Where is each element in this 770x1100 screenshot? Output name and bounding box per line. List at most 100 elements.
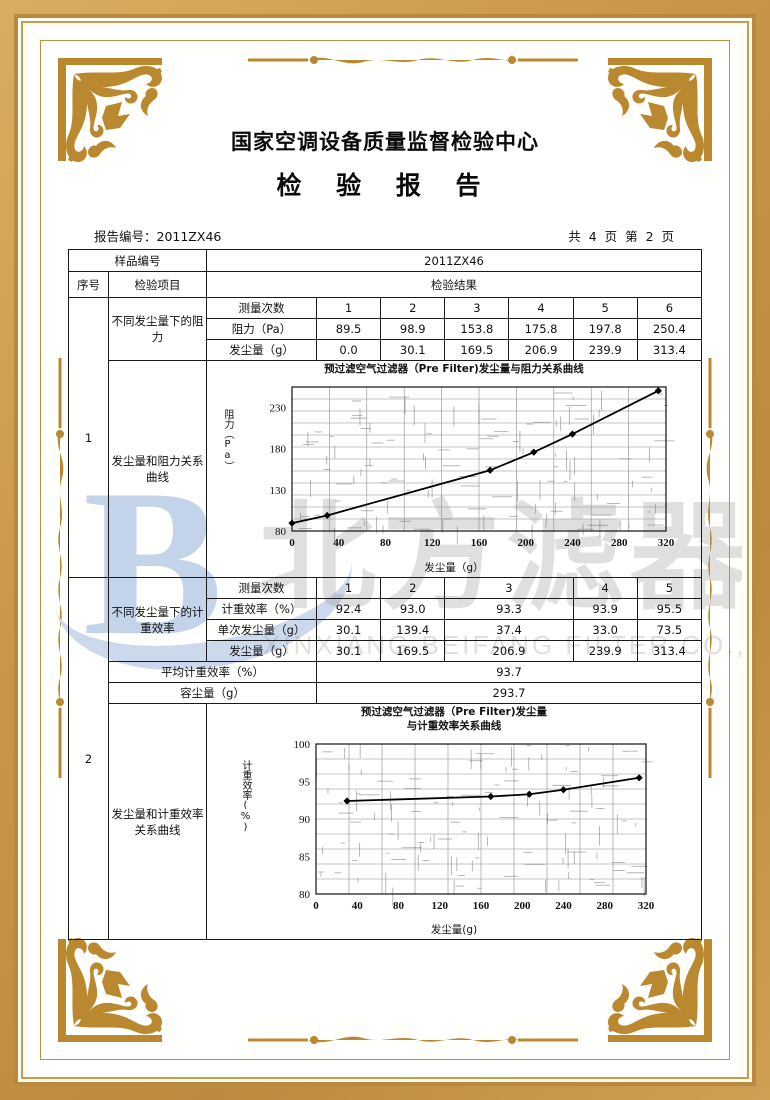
row1-dust-5: 239.9 bbox=[573, 340, 637, 361]
row2-dust-4: 239.9 bbox=[573, 641, 637, 662]
svg-text:80: 80 bbox=[299, 889, 311, 901]
edge-ornament-right bbox=[702, 358, 718, 778]
row1-resistance-1: 89.5 bbox=[317, 319, 381, 340]
row1-count-2: 2 bbox=[381, 298, 445, 319]
svg-text:0: 0 bbox=[289, 537, 295, 549]
chart1-title: 预过滤空气过滤器（Pre Filter)发尘量与阻力关系曲线 bbox=[208, 363, 700, 376]
row1-count-1: 1 bbox=[317, 298, 381, 319]
row2-efficiency-4: 93.9 bbox=[573, 599, 637, 620]
chart2-ylabel: 计重效率(%) bbox=[238, 760, 253, 833]
row1-dust-3: 169.5 bbox=[445, 340, 509, 361]
chart2-title-line2: 与计重效率关系曲线 bbox=[208, 720, 700, 733]
header-seq: 序号 bbox=[69, 272, 109, 298]
table-row-r1-counts: 1 不同发尘量下的阻力 测量次数 1 2 3 4 5 6 bbox=[69, 298, 702, 319]
row1-resistance-6: 250.4 bbox=[637, 319, 701, 340]
row1-chart-item-label: 发尘量和阻力关系曲线 bbox=[109, 361, 207, 578]
row2-item-label: 不同发尘量下的计重效率 bbox=[109, 578, 207, 662]
header-item: 检验项目 bbox=[109, 272, 207, 298]
row2-single-dust-5: 73.5 bbox=[637, 620, 701, 641]
report-meta-row: 报告编号：2011ZX46 共 4 页 第 2 页 bbox=[68, 226, 702, 245]
row2-single-dust-label: 单次发尘量（g） bbox=[207, 620, 317, 641]
svg-text:160: 160 bbox=[471, 537, 488, 549]
row1-dust-1: 0.0 bbox=[317, 340, 381, 361]
svg-text:80: 80 bbox=[393, 900, 405, 912]
chart2-xlabel: 发尘量(g) bbox=[208, 922, 700, 937]
svg-text:120: 120 bbox=[424, 537, 441, 549]
row1-resistance-5: 197.8 bbox=[573, 319, 637, 340]
row2-capacity-value: 293.7 bbox=[317, 683, 702, 704]
svg-text:240: 240 bbox=[564, 537, 581, 549]
row2-dust-3: 206.9 bbox=[445, 641, 573, 662]
row2-capacity-label: 容尘量（g） bbox=[109, 683, 317, 704]
svg-text:80: 80 bbox=[380, 537, 392, 549]
edge-ornament-left bbox=[52, 358, 68, 778]
row2-dust-2: 169.5 bbox=[381, 641, 445, 662]
row1-resistance-3: 153.8 bbox=[445, 319, 509, 340]
chart1-ylabel: 阻力（Pa） bbox=[220, 409, 235, 471]
svg-text:130: 130 bbox=[270, 485, 287, 497]
svg-text:320: 320 bbox=[658, 537, 675, 549]
svg-text:85: 85 bbox=[299, 852, 311, 864]
row1-resistance-4: 175.8 bbox=[509, 319, 573, 340]
row2-count-1: 1 bbox=[317, 578, 381, 599]
row2-single-dust-2: 139.4 bbox=[381, 620, 445, 641]
edge-ornament-top bbox=[248, 52, 578, 68]
chart1-plot: 80 130 180 230 0 40 80 120 160 200 240 280 320 bbox=[208, 379, 700, 554]
svg-text:120: 120 bbox=[432, 900, 449, 912]
table-row-headers: 序号 检验项目 检验结果 bbox=[69, 272, 702, 298]
sample-no-value: 2011ZX46 bbox=[207, 250, 702, 272]
report-content: 国家空调设备质量监督检验中心 检 验 报 告 报告编号：2011ZX46 共 4… bbox=[68, 68, 702, 1032]
row2-dust-label: 发尘量（g） bbox=[207, 641, 317, 662]
chart1-cell: 预过滤空气过滤器（Pre Filter)发尘量与阻力关系曲线 阻力（Pa） 80… bbox=[207, 361, 702, 578]
row1-count-3: 3 bbox=[445, 298, 509, 319]
report-number: 报告编号：2011ZX46 bbox=[94, 226, 221, 245]
svg-text:200: 200 bbox=[514, 900, 531, 912]
row2-single-dust-1: 30.1 bbox=[317, 620, 381, 641]
row1-seq: 1 bbox=[69, 298, 109, 578]
svg-text:280: 280 bbox=[597, 900, 614, 912]
table-row-r2-counts: 2 不同发尘量下的计重效率 测量次数 1 2 3 4 5 bbox=[69, 578, 702, 599]
svg-text:230: 230 bbox=[270, 403, 287, 415]
row2-efficiency-1: 92.4 bbox=[317, 599, 381, 620]
header-result: 检验结果 bbox=[207, 272, 702, 298]
row1-dust-4: 206.9 bbox=[509, 340, 573, 361]
row2-efficiency-5: 95.5 bbox=[637, 599, 701, 620]
svg-text:240: 240 bbox=[555, 900, 572, 912]
svg-text:280: 280 bbox=[611, 537, 628, 549]
row1-count-5: 5 bbox=[573, 298, 637, 319]
row1-measure-label: 测量次数 bbox=[207, 298, 317, 319]
svg-text:180: 180 bbox=[270, 444, 287, 456]
row1-resistance-label: 阻力（Pa） bbox=[207, 319, 317, 340]
row2-single-dust-3: 37.4 bbox=[445, 620, 573, 641]
row1-count-6: 6 bbox=[637, 298, 701, 319]
row2-efficiency-2: 93.0 bbox=[381, 599, 445, 620]
svg-text:80: 80 bbox=[275, 526, 287, 538]
svg-text:0: 0 bbox=[313, 900, 319, 912]
row2-count-3: 3 bbox=[445, 578, 573, 599]
organization-title: 国家空调设备质量监督检验中心 bbox=[68, 126, 702, 156]
row1-dust-label: 发尘量（g） bbox=[207, 340, 317, 361]
row2-measure-label: 测量次数 bbox=[207, 578, 317, 599]
certificate-paper: B 北方滤器 XINXIANG BEIFANG FILTER CO.,LTD. … bbox=[28, 28, 742, 1072]
svg-text:320: 320 bbox=[638, 900, 655, 912]
row2-avg-label: 平均计重效率（%） bbox=[109, 662, 317, 683]
row1-resistance-2: 98.9 bbox=[381, 319, 445, 340]
row1-count-4: 4 bbox=[509, 298, 573, 319]
svg-text:90: 90 bbox=[299, 814, 311, 826]
row2-count-4: 4 bbox=[573, 578, 637, 599]
svg-text:200: 200 bbox=[518, 537, 535, 549]
svg-text:160: 160 bbox=[473, 900, 490, 912]
row2-count-2: 2 bbox=[381, 578, 445, 599]
table-row-chart2: 发尘量和计重效率关系曲线 预过滤空气过滤器（Pre Filter)发尘量 与计重… bbox=[69, 704, 702, 940]
sample-no-label: 样品编号 bbox=[69, 250, 207, 272]
row1-item-label: 不同发尘量下的阻力 bbox=[109, 298, 207, 361]
chart2-title-line1: 预过滤空气过滤器（Pre Filter)发尘量 bbox=[208, 706, 700, 719]
chart1-xlabel: 发尘量（g） bbox=[208, 560, 700, 575]
svg-text:100: 100 bbox=[294, 739, 311, 751]
page-number-info: 共 4 页 第 2 页 bbox=[568, 226, 676, 245]
page-title: 检 验 报 告 bbox=[68, 166, 702, 202]
svg-text:95: 95 bbox=[299, 777, 311, 789]
row2-dust-5: 313.4 bbox=[637, 641, 701, 662]
edge-ornament-bottom bbox=[248, 1032, 578, 1048]
row2-count-5: 5 bbox=[637, 578, 701, 599]
